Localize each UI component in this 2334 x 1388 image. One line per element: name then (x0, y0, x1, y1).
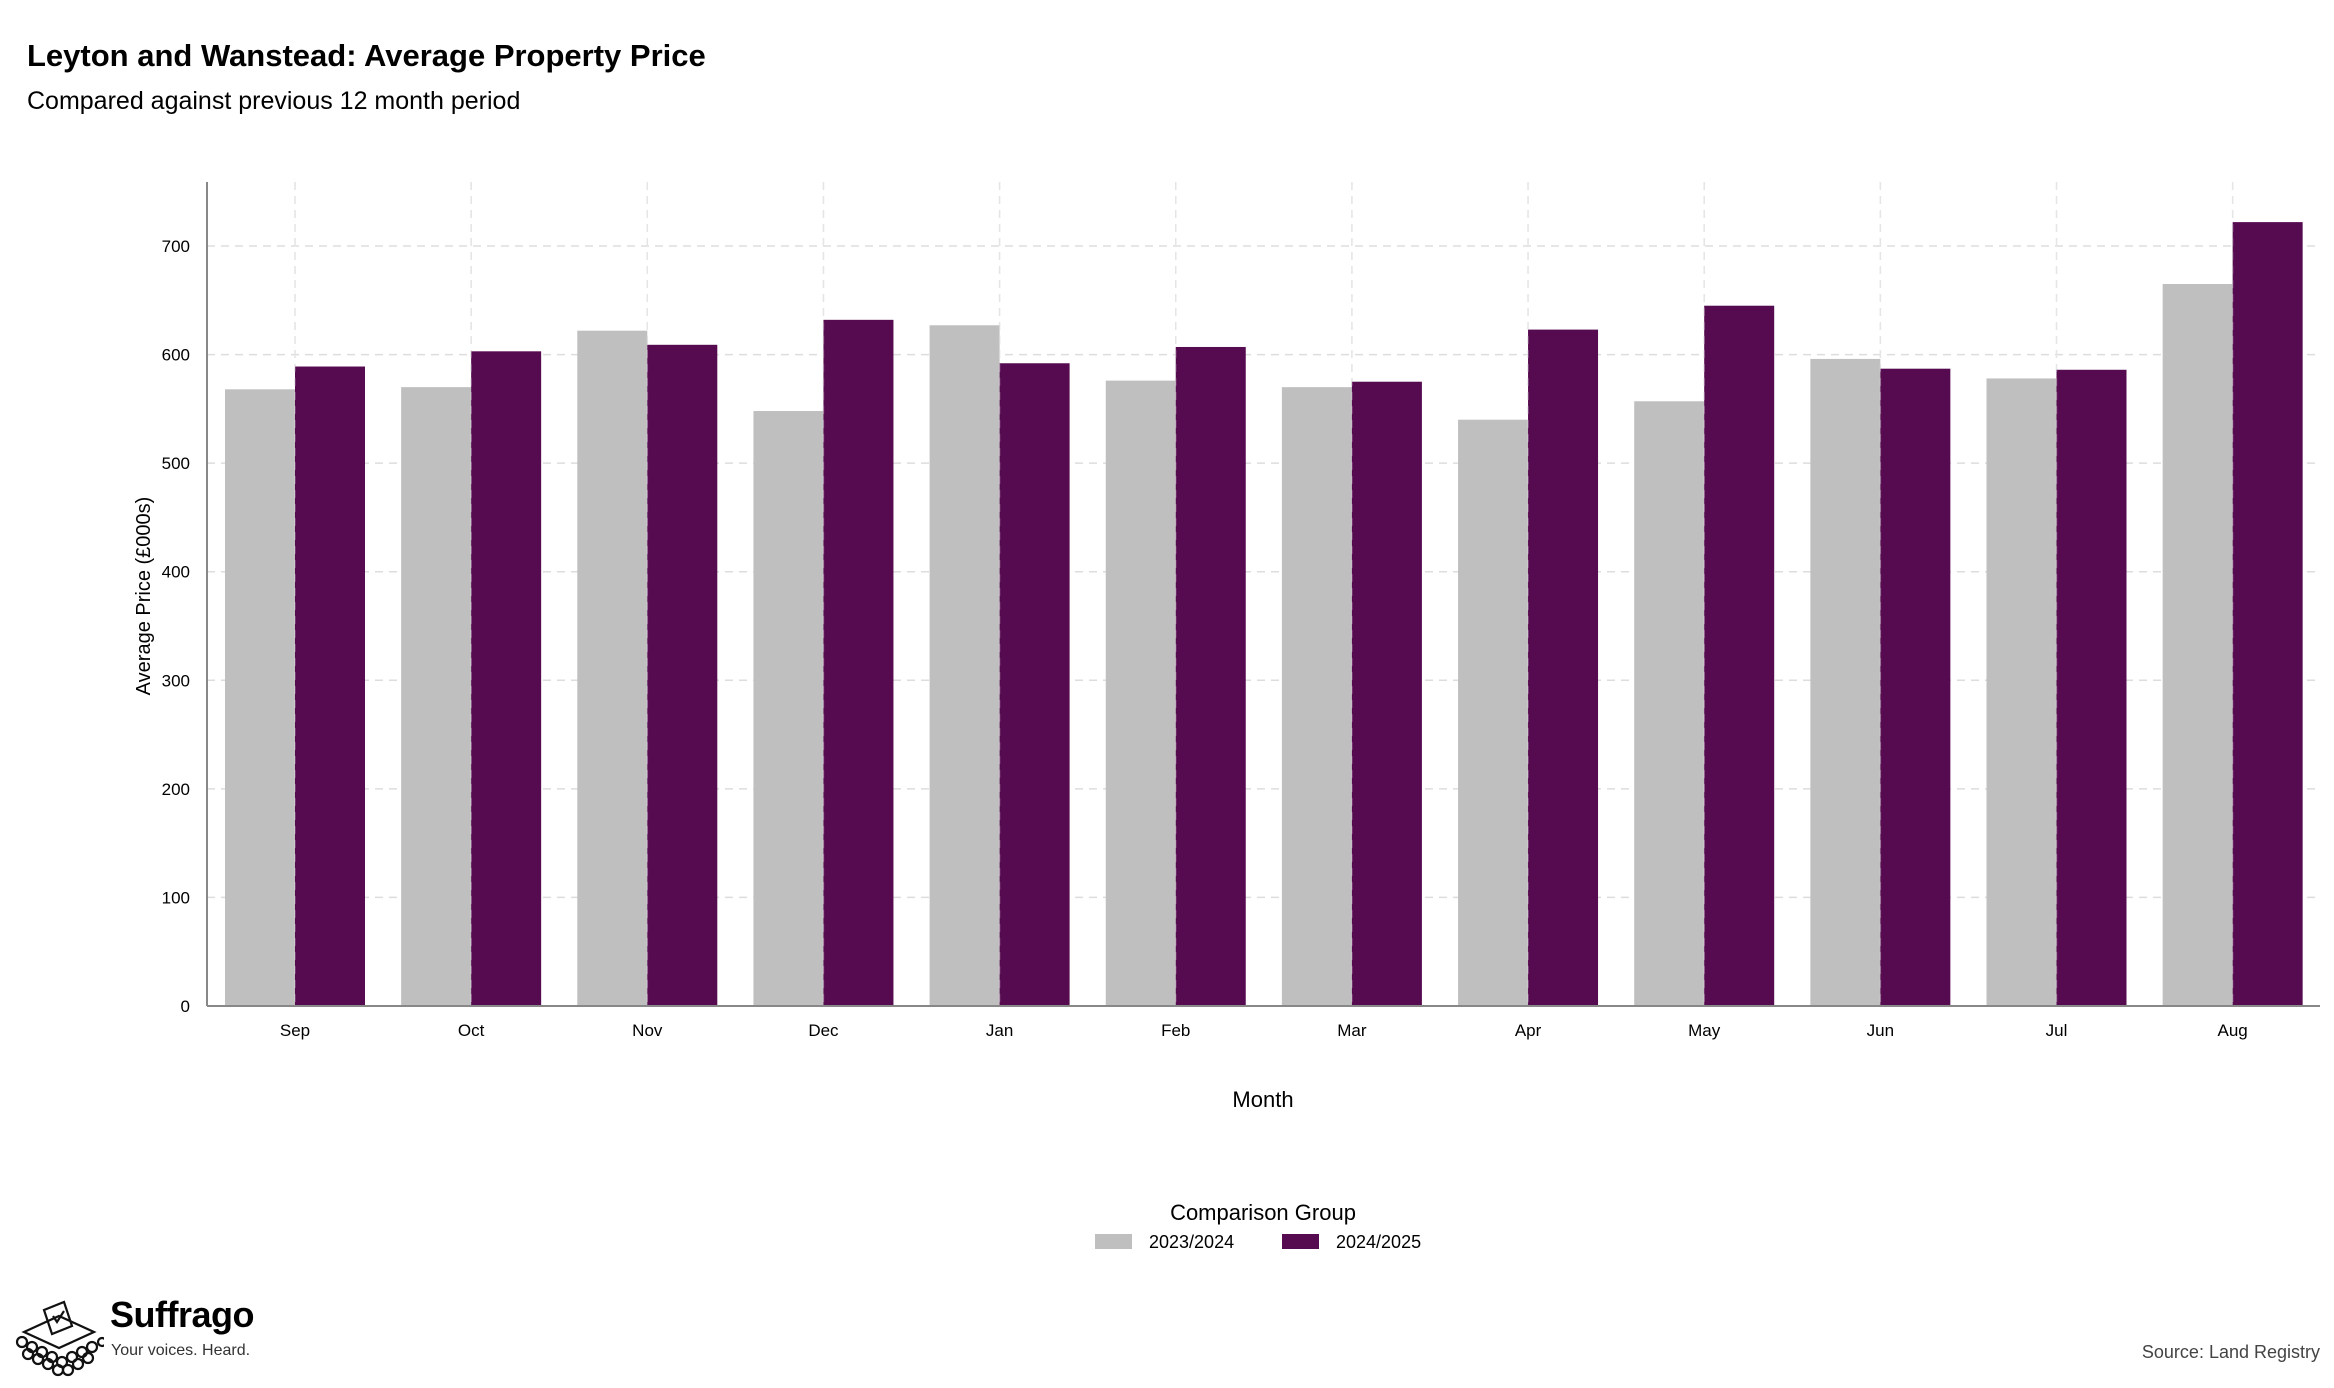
x-tick-label: Jul (2046, 1021, 2068, 1040)
bar-2023-2024-sep (225, 389, 295, 1006)
bar-2023-2024-mar (1281, 387, 1352, 1007)
bar-2024-2025-aug (2232, 222, 2303, 1007)
x-tick-label: Aug (2218, 1021, 2248, 1040)
bar-2024-2025-mar (1351, 381, 1422, 1006)
x-tick-label: Dec (808, 1021, 839, 1040)
x-tick-label: Mar (1337, 1021, 1367, 1040)
source-note: Source: Land Registry (2141, 1342, 2320, 1362)
x-tick-label: Sep (280, 1021, 310, 1040)
legend-swatch-2024-2025 (1282, 1234, 1319, 1249)
bar-2024-2025-dec (823, 319, 894, 1006)
bar-2023-2024-aug (2162, 284, 2233, 1006)
y-tick-label: 400 (162, 563, 190, 582)
bar-2024-2025-jul (2056, 369, 2127, 1006)
x-tick-label: Jun (1867, 1021, 1894, 1040)
legend-swatch-2023-2024 (1095, 1234, 1132, 1249)
y-tick-label: 600 (162, 346, 190, 365)
bar-2023-2024-dec (753, 411, 824, 1006)
legend-title: Comparison Group (1170, 1200, 1356, 1225)
y-axis-label: Average Price (£000s) (133, 497, 155, 696)
ballot-box-icon (15, 1300, 108, 1377)
bar-2024-2025-oct (471, 351, 542, 1006)
bar-2023-2024-nov (577, 330, 648, 1007)
bar-2023-2024-feb (1105, 380, 1176, 1007)
y-tick-label: 300 (162, 671, 190, 690)
bar-2023-2024-may (1634, 401, 1705, 1006)
bar-2024-2025-sep (295, 366, 365, 1006)
legend-label-2023-2024: 2023/2024 (1149, 1232, 1234, 1252)
legend: Comparison Group 2023/2024 2024/2025 (1095, 1200, 1421, 1252)
x-tick-label: Feb (1161, 1021, 1190, 1040)
y-tick-labels: 0 100 200 300 400 500 600 700 (162, 237, 190, 1016)
y-tick-label: 500 (162, 454, 190, 473)
suffrago-logo: Suffrago Your voices. Heard. (14, 1292, 274, 1382)
x-axis-label: Month (1232, 1087, 1293, 1112)
bar-2023-2024-jan (929, 325, 1000, 1006)
axes (206, 182, 2320, 1007)
y-tick-label: 200 (162, 780, 190, 799)
bar-2023-2024-jul (1986, 378, 2057, 1006)
legend-label-2024-2025: 2024/2025 (1336, 1232, 1421, 1252)
y-tick-label: 100 (162, 888, 190, 907)
x-tick-label: Oct (458, 1021, 485, 1040)
x-tick-label: Nov (632, 1021, 663, 1040)
brand-name: Suffrago (110, 1294, 255, 1335)
chart-title: Leyton and Wanstead: Average Property Pr… (27, 38, 706, 73)
bar-2024-2025-feb (1175, 346, 1246, 1006)
chart-subtitle: Compared against previous 12 month perio… (27, 87, 521, 115)
bar-2024-2025-jun (1880, 368, 1951, 1007)
bar-2023-2024-oct (401, 387, 472, 1007)
x-tick-labels: Sep Oct Nov Dec Jan Feb Mar Apr May Jun Jul Aug (280, 1021, 2248, 1040)
bar-2023-2024-apr (1458, 419, 1529, 1006)
x-tick-label: Jan (986, 1021, 1013, 1040)
bar-2024-2025-jan (999, 363, 1070, 1006)
bar-2024-2025-apr (1528, 329, 1599, 1007)
brand-tagline: Your voices. Heard. (111, 1342, 251, 1359)
y-tick-label: 700 (162, 237, 190, 256)
bars (225, 182, 2303, 1007)
bar-2024-2025-nov (647, 344, 718, 1006)
bar-2023-2024-jun (1810, 358, 1881, 1006)
y-tick-label: 0 (181, 997, 190, 1016)
bar-2024-2025-may (1704, 305, 1775, 1006)
x-tick-label: May (1688, 1021, 1721, 1040)
x-tick-label: Apr (1515, 1021, 1542, 1040)
bar-chart: 0 100 200 300 400 500 600 700 Sep Oct Nov Dec Jan Fe… (133, 182, 2320, 1252)
